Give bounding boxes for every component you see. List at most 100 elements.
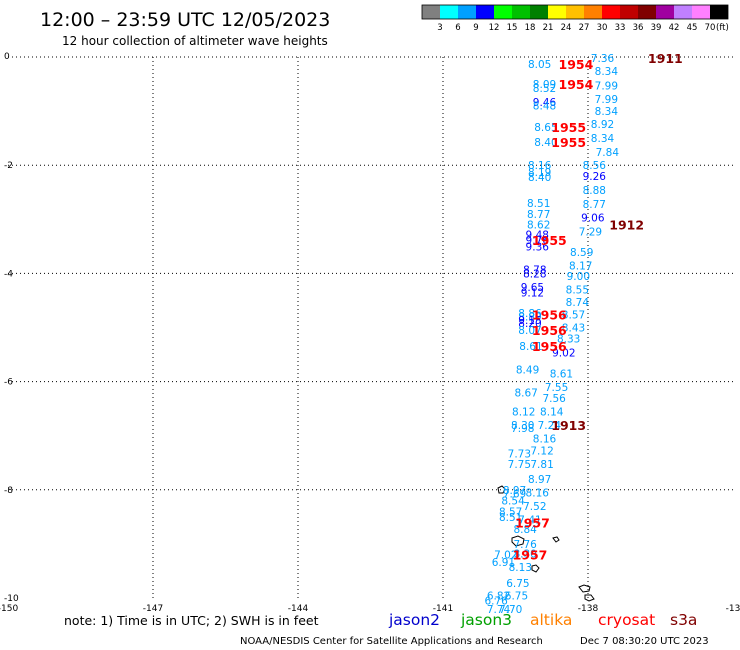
swh-label: 8.43 (562, 323, 585, 335)
time-label: 1955 (532, 233, 567, 248)
swh-label: 8.34 (595, 106, 619, 118)
swh-label: 8.16 (526, 488, 550, 500)
swh-label: 8.54 (501, 496, 525, 508)
swh-label: 8.19 (528, 167, 551, 179)
swh-label: 8.09 (533, 79, 556, 91)
swh-label: 6.75 (506, 578, 529, 590)
swh-label: 9.65 (521, 282, 544, 294)
island-tuamotu-2 (584, 594, 595, 602)
swh-label: 7.76 (513, 539, 537, 551)
swh-label: 7.75 (508, 459, 531, 471)
swh-label: 8.52 (533, 83, 556, 95)
swh-label: 8.30 (511, 420, 534, 432)
swh-label: 8.97 (503, 485, 526, 497)
legend-swatch (476, 5, 494, 19)
swh-label: 9.48 (526, 229, 549, 241)
legend-label: 42 (669, 23, 680, 33)
swh-label: 7.12 (530, 445, 553, 457)
legend-unit: (ft) (716, 23, 729, 33)
swh-label: 8.20 (518, 318, 541, 330)
legend-label: 33 (615, 23, 626, 33)
axis-ticks: -150 -147 -144 -141 -138 -13 0 -2 -4 -6 -8 -10 (0, 52, 740, 614)
swh-label: 8.59 (570, 247, 593, 259)
swh-label: 8.34 (595, 66, 619, 78)
legend-label: 24 (561, 23, 572, 33)
swh-label: 8.13 (509, 562, 532, 574)
y-tick-label: 0 (4, 52, 10, 62)
swh-label: 7.41 (518, 515, 541, 527)
legend-swatch (620, 5, 638, 19)
time-label: 1912 (609, 218, 644, 233)
swh-label: 8.05 (528, 59, 551, 71)
swh-label: 8.30 (513, 549, 536, 561)
x-tick-label: -147 (143, 604, 163, 614)
swh-label: 7.55 (545, 382, 568, 394)
time-labels: 1911195419541955195519121955195619561956… (513, 51, 683, 563)
swh-label: 8.77 (583, 199, 606, 211)
satellite-altika: altika (530, 611, 572, 629)
swh-label: 8.40 (528, 172, 551, 184)
wave-height-labels: 7.368.348.058.098.52 7.997.999.468.48 8.34… (484, 53, 619, 616)
swh-label: 8.61 (550, 368, 573, 380)
island-tuamotu-1 (578, 584, 591, 593)
swh-label: 8.88 (583, 185, 606, 197)
time-label: 1956 (532, 339, 567, 354)
time-label: 1954 (559, 77, 594, 92)
x-tick-label: -141 (433, 604, 453, 614)
time-label: 1955 (551, 135, 586, 150)
legend-swatch (440, 5, 458, 19)
legend-swatch (566, 5, 584, 19)
swh-label: 6.76 (484, 596, 508, 608)
legend-label: 21 (543, 23, 554, 33)
time-label: 1957 (513, 548, 548, 563)
swh-label: 8.65 (534, 122, 557, 134)
legend-label: 9 (473, 23, 478, 33)
legend-swatch (530, 5, 548, 19)
time-label: 1911 (648, 51, 683, 66)
legend-label: 27 (579, 23, 590, 33)
swh-label: 7.84 (596, 147, 620, 159)
swh-label: 8.17 (569, 260, 592, 272)
swh-label: 6.82 (487, 590, 510, 602)
credit-timestamp: Dec 7 08:30:20 UTC 2023 (580, 636, 709, 647)
island-fatu-hiva (531, 564, 540, 573)
y-tick-label: -6 (4, 378, 13, 388)
color-legend: 3 6 9 12 15 18 21 24 27 30 33 36 39 42 45 70 (ft) (421, 4, 729, 33)
swh-label: 9.36 (526, 241, 550, 253)
swh-label: 7.70 (499, 604, 522, 616)
swh-label: 7.52 (523, 501, 546, 513)
swh-label: 7.36 (591, 53, 615, 65)
legend-swatch (602, 5, 620, 19)
satellite-legend: jason2 jason3 altika cryosat s3a (388, 611, 697, 629)
swh-label: 7.73 (508, 449, 531, 461)
swh-label: 7.24 (538, 420, 562, 432)
time-label: 1956 (532, 308, 567, 323)
swh-label: 8.92 (591, 119, 614, 131)
swh-label: 6.75 (505, 590, 528, 602)
plot-area (8, 57, 733, 598)
swh-label: 8.74 (566, 297, 590, 309)
time-label: 1913 (551, 418, 586, 433)
swh-label: 8.55 (566, 285, 589, 297)
chart-subtitle: 12 hour collection of altimeter wave hei… (62, 34, 328, 48)
swh-label: 7.56 (542, 393, 566, 405)
swh-label: 8.57 (499, 506, 522, 518)
swh-label: 8.40 (534, 137, 557, 149)
swh-label: 9.02 (552, 347, 575, 359)
swh-label: 8.34 (591, 133, 615, 145)
footer-note: note: 1) Time is in UTC; 2) SWH is in fe… (64, 613, 319, 628)
swh-label: 6.91 (492, 557, 515, 569)
y-tick-label: -8 (4, 486, 13, 496)
swh-label: 9.46 (533, 97, 557, 109)
swh-label: 9.06 (581, 213, 605, 225)
swh-label: 8.77 (527, 209, 550, 221)
swh-label: 7.02 (494, 550, 517, 562)
swh-label: 8.67 (514, 387, 537, 399)
legend-label: 36 (633, 23, 644, 33)
legend-swatch (458, 5, 476, 19)
swh-label: 8.51 (499, 512, 522, 524)
swh-label: 8.16 (528, 160, 552, 172)
island-marquesas-north (497, 485, 506, 494)
island-outlines (497, 485, 595, 602)
